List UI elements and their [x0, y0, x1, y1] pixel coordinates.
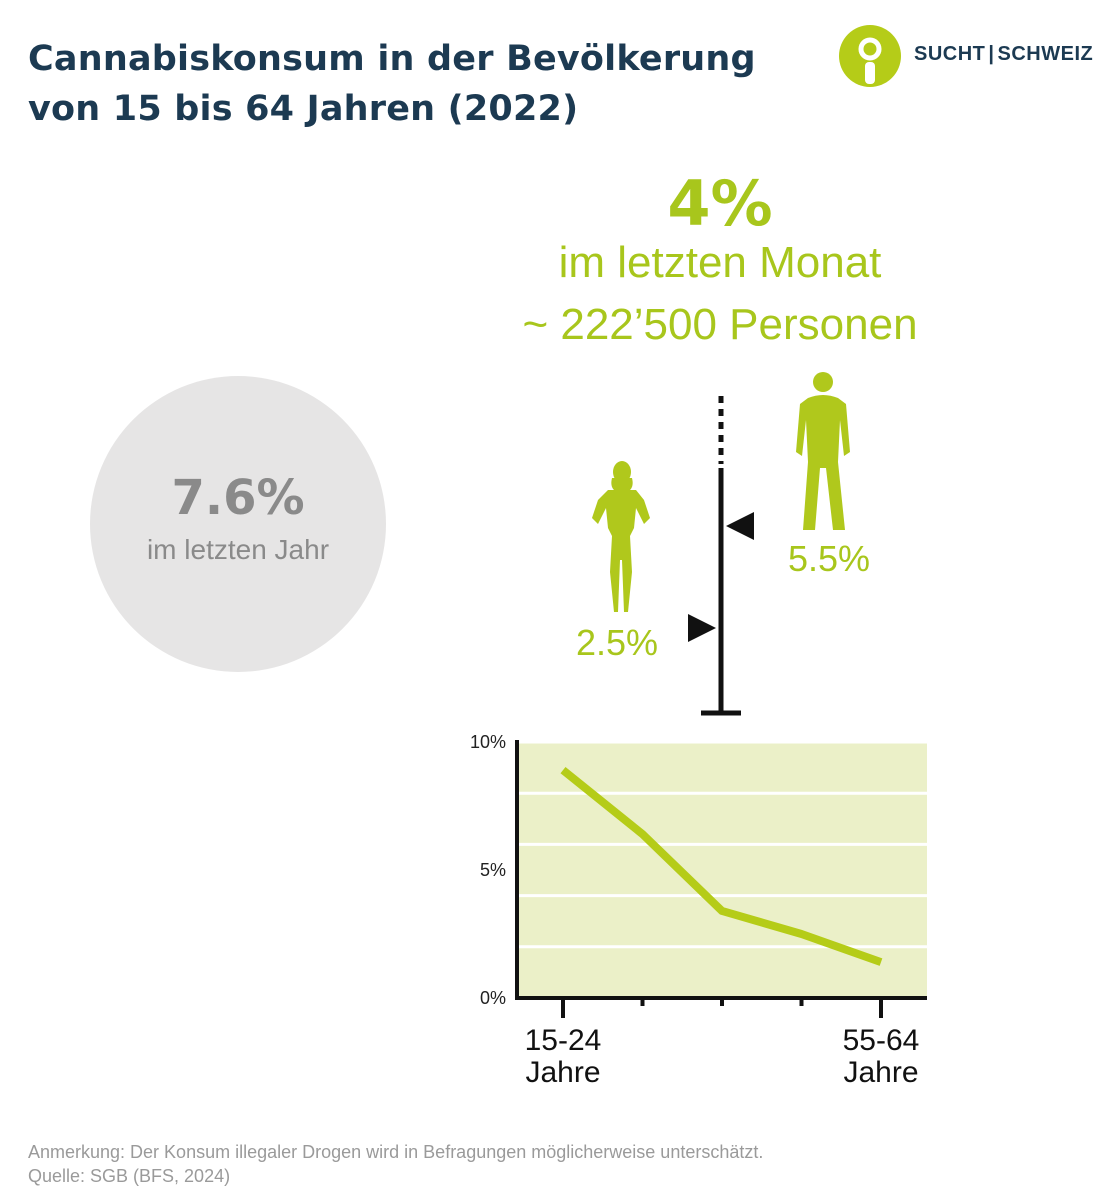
- title-line-2: von 15 bis 64 Jahren (2022): [28, 89, 579, 129]
- footer-source: Quelle: SGB (BFS, 2024): [28, 1166, 231, 1186]
- title-line-1: Cannabiskonsum in der Bevölkerung: [28, 39, 756, 79]
- women-percentage: 2.5%: [576, 622, 659, 663]
- x-label-line1: 55-64: [843, 1024, 920, 1057]
- year-percentage: 7.6%: [171, 470, 305, 526]
- man-icon: [796, 372, 850, 530]
- logo-separator: |: [988, 43, 995, 65]
- x-label-line2: Jahre: [843, 1056, 918, 1089]
- month-percentage: 4%: [667, 167, 773, 240]
- woman-icon: [592, 461, 650, 612]
- x-label-line1: 15-24: [525, 1024, 602, 1057]
- month-label: im letzten Monat: [558, 238, 882, 287]
- chart-gridlines: [519, 740, 927, 949]
- men-marker: [726, 512, 754, 540]
- logo-word-left: SUCHT: [914, 43, 986, 65]
- x-label-line2: Jahre: [525, 1056, 600, 1089]
- logo-word-right: SCHWEIZ: [997, 43, 1094, 65]
- x-ticks: [561, 996, 883, 1018]
- year-label: im letzten Jahr: [146, 534, 330, 565]
- year-circle: [90, 376, 386, 672]
- women-marker: [688, 614, 716, 642]
- y-tick-label: 0%: [480, 988, 506, 1008]
- y-tick-label: 10%: [470, 732, 506, 752]
- y-tick-label: 5%: [480, 860, 506, 880]
- sucht-schweiz-logo: SUCHT | SCHWEIZ: [838, 24, 1093, 88]
- footer: Anmerkung: Der Konsum illegaler Drogen w…: [28, 1140, 763, 1188]
- series-points: [562, 770, 882, 963]
- logo-text: SUCHT | SCHWEIZ: [914, 43, 1093, 66]
- men-percentage: 5.5%: [788, 538, 871, 579]
- page-title: Cannabiskonsum in der Bevölkerung von 15…: [28, 34, 756, 134]
- month-persons: ~ 222’500 Personen: [522, 300, 918, 349]
- footer-note: Anmerkung: Der Konsum illegaler Drogen w…: [28, 1142, 764, 1162]
- y-tick-labels: 0% 5% 10%: [470, 732, 506, 1008]
- logo-person-icon: [839, 25, 901, 87]
